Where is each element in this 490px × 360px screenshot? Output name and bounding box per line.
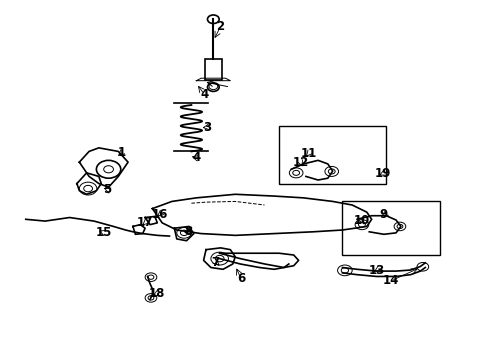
Circle shape <box>341 268 348 273</box>
Text: 10: 10 <box>354 214 370 227</box>
Text: 3: 3 <box>203 121 211 134</box>
Text: 9: 9 <box>380 208 388 221</box>
Text: 14: 14 <box>383 274 399 287</box>
Text: 15: 15 <box>96 226 112 239</box>
Text: 16: 16 <box>151 208 168 221</box>
Bar <box>204 59 222 80</box>
Text: 4: 4 <box>192 151 200 165</box>
Text: 4: 4 <box>201 89 209 102</box>
Text: 1: 1 <box>118 146 126 159</box>
Circle shape <box>359 222 366 227</box>
Text: 19: 19 <box>375 167 391 180</box>
Circle shape <box>328 169 335 174</box>
Text: 2: 2 <box>217 20 225 33</box>
Text: 12: 12 <box>293 156 309 168</box>
Circle shape <box>215 255 224 262</box>
Text: 8: 8 <box>184 225 193 238</box>
Circle shape <box>180 230 188 235</box>
Text: 6: 6 <box>237 273 245 285</box>
Text: 13: 13 <box>368 264 385 276</box>
Circle shape <box>84 185 93 192</box>
Text: 5: 5 <box>103 183 112 196</box>
Circle shape <box>148 275 154 279</box>
Text: 18: 18 <box>149 287 166 300</box>
Text: 11: 11 <box>300 148 317 161</box>
Bar <box>279 126 386 184</box>
Text: 17: 17 <box>137 216 153 229</box>
Circle shape <box>148 296 154 300</box>
Circle shape <box>397 224 403 229</box>
Bar <box>343 202 440 255</box>
Text: 7: 7 <box>212 256 220 269</box>
Circle shape <box>293 170 299 175</box>
